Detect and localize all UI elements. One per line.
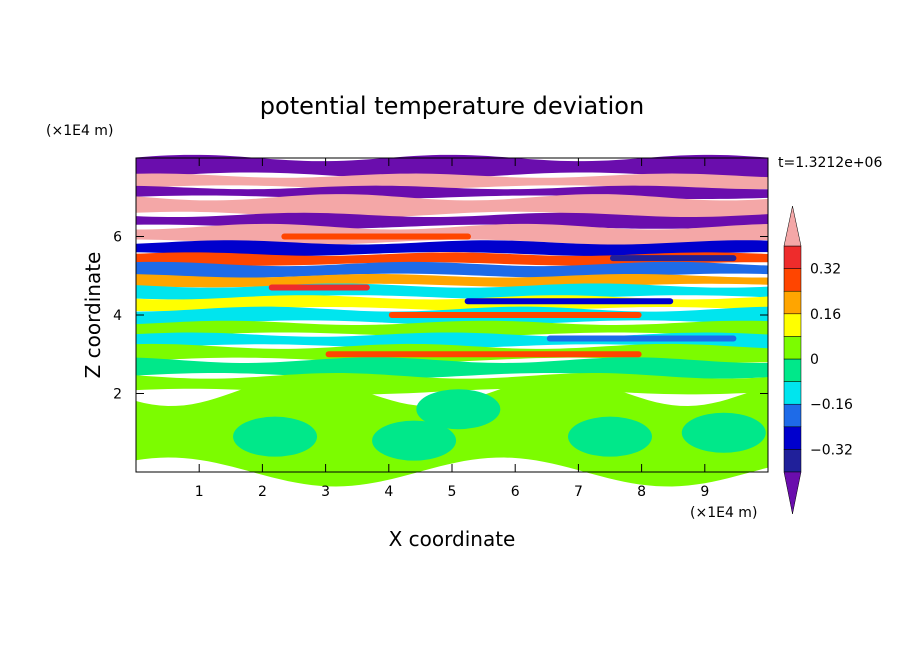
contour-band	[136, 320, 768, 337]
colorbar-tick-label: 0.32	[810, 262, 841, 278]
x-tick-label: 4	[384, 484, 393, 500]
contour-streak	[325, 351, 642, 358]
contour-blob	[416, 389, 501, 430]
contour-blob	[233, 416, 318, 457]
colorbar-swatch	[783, 449, 802, 473]
y-tick-label: 6	[113, 230, 122, 246]
contour-streak	[546, 335, 737, 342]
x-tick-label: 6	[511, 484, 520, 500]
x-tick-label: 8	[637, 484, 646, 500]
colorbar-swatch	[783, 381, 802, 405]
y-unit-label: (×1E4 m)	[46, 123, 113, 139]
x-tick-label: 3	[321, 484, 330, 500]
contour-blob	[372, 420, 457, 461]
plot-area	[135, 154, 769, 487]
y-tick-label: 2	[113, 387, 122, 403]
colorbar-swatch	[783, 313, 802, 337]
contour-blob	[681, 412, 766, 453]
contour-streak	[268, 284, 370, 291]
y-axis-label: Z coordinate	[81, 252, 105, 379]
contour-band	[136, 194, 768, 219]
x-tick-label: 5	[448, 484, 457, 500]
colorbar-swatch	[783, 426, 802, 450]
contour-band	[136, 240, 768, 257]
colorbar-swatch	[783, 336, 802, 360]
colorbar-extend-top	[783, 205, 802, 247]
x-tick-label: 2	[258, 484, 267, 500]
colorbar-swatch	[783, 290, 802, 315]
x-tick-label: 1	[195, 484, 204, 500]
y-tick-label: 4	[113, 308, 122, 324]
colorbar: 0.32 0.16 0 −0.16 −0.32	[783, 205, 853, 515]
colorbar-swatch	[783, 403, 802, 428]
colorbar-tick-label: 0.16	[810, 307, 841, 323]
x-axis-label: X coordinate	[389, 527, 516, 551]
colorbar-extend-bottom	[783, 471, 802, 515]
chart-title: potential temperature deviation	[260, 92, 644, 120]
contour-band	[136, 173, 768, 190]
colorbar-tick-label: −0.16	[810, 397, 853, 413]
contour-band	[136, 154, 768, 179]
colorbar-swatch	[783, 245, 802, 269]
contour-streak	[281, 233, 471, 240]
time-label: t=1.3212e+06	[778, 155, 882, 171]
colorbar-tick-label: −0.32	[810, 442, 853, 458]
contour-streak	[464, 298, 674, 305]
colorbar-swatch	[783, 268, 802, 292]
colorbar-tick-label: 0	[810, 352, 819, 368]
colorbar-swatch	[783, 358, 802, 382]
contour-blob	[568, 416, 652, 457]
contour-band	[136, 252, 768, 266]
x-tick-label: 9	[700, 484, 709, 500]
x-unit-label: (×1E4 m)	[690, 505, 757, 521]
contour-streak	[388, 312, 642, 318]
contour-band	[136, 377, 768, 487]
contour-band	[136, 261, 768, 278]
contour-streak	[610, 255, 737, 262]
x-tick-label: 7	[574, 484, 583, 500]
